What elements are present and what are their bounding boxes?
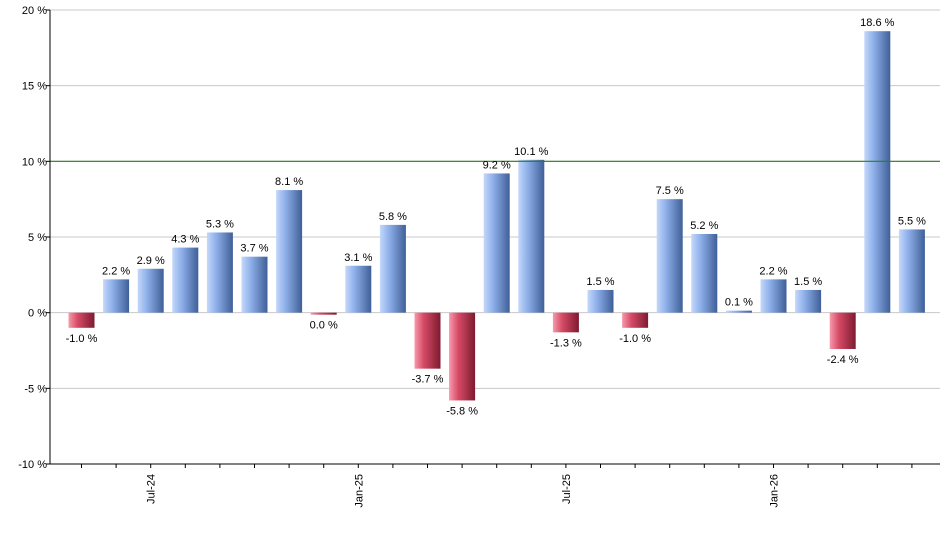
data-label: 1.5 % [794, 276, 822, 288]
data-label: 4.3 % [171, 234, 199, 246]
data-label: 9.2 % [483, 159, 511, 171]
data-label: 2.9 % [137, 255, 165, 267]
y-tick-label: 15 % [22, 81, 47, 93]
bar [310, 312, 337, 315]
bar [725, 310, 752, 313]
bar [552, 312, 579, 333]
bar [898, 229, 925, 313]
y-tick-label: 10 % [22, 156, 47, 168]
bar [795, 289, 822, 313]
data-label: 8.1 % [275, 176, 303, 188]
data-label: 1.5 % [586, 276, 614, 288]
bar [206, 232, 233, 313]
data-label: 0.0 % [310, 320, 338, 332]
bar [103, 279, 130, 313]
x-tick-label: Jul-25 [561, 474, 573, 504]
y-tick-label: 0 % [28, 308, 47, 320]
data-label: -1.0 % [66, 333, 98, 345]
data-label: 10.1 % [514, 146, 548, 158]
bar [656, 199, 683, 313]
bar [829, 312, 856, 349]
bar [345, 265, 372, 313]
data-label: 7.5 % [656, 185, 684, 197]
y-tick-label: 20 % [22, 5, 47, 17]
data-label: 5.5 % [898, 215, 926, 227]
bar [518, 159, 545, 313]
data-label: -3.7 % [412, 374, 444, 386]
y-tick-label: -5 % [24, 383, 47, 395]
data-label: 5.2 % [690, 220, 718, 232]
data-label: 3.7 % [240, 243, 268, 255]
y-tick-label: -10 % [18, 459, 47, 471]
bar [622, 312, 649, 328]
x-tick-label: Jul-24 [146, 474, 158, 504]
data-label: 18.6 % [860, 17, 894, 29]
axes: -10 % -5 % 0 % 5 % 10 % 15 % 20 % Jul-24 Jan-25 J… [18, 5, 940, 508]
y-tick-label: 5 % [28, 232, 47, 244]
data-label: 5.3 % [206, 218, 234, 230]
bar [449, 312, 476, 401]
bar [68, 312, 95, 328]
bar [137, 268, 164, 313]
bar [379, 224, 406, 313]
data-label: 0.1 % [725, 297, 753, 309]
bar [587, 289, 614, 313]
bar [760, 279, 787, 313]
bar [483, 173, 510, 313]
x-tick-label: Jan-25 [353, 474, 365, 508]
bar [864, 31, 891, 313]
bar [241, 256, 268, 313]
data-label: 5.8 % [379, 211, 407, 223]
bar [691, 233, 718, 313]
bars [68, 31, 925, 401]
bar [172, 247, 199, 313]
data-label: 3.1 % [344, 252, 372, 264]
data-label: -5.8 % [446, 405, 478, 417]
data-label: -1.3 % [550, 337, 582, 349]
data-label: 2.2 % [759, 265, 787, 277]
data-label: -1.0 % [619, 333, 651, 345]
data-labels: -1.0 % 2.2 % 2.9 % 4.3 % 5.3 % 3.7 % 8.1 % 0.0 … [66, 17, 927, 417]
bar [276, 190, 303, 313]
x-tick-label: Jan-26 [769, 474, 781, 508]
data-label: -2.4 % [827, 354, 859, 366]
bar [414, 312, 441, 369]
data-label: 2.2 % [102, 265, 130, 277]
